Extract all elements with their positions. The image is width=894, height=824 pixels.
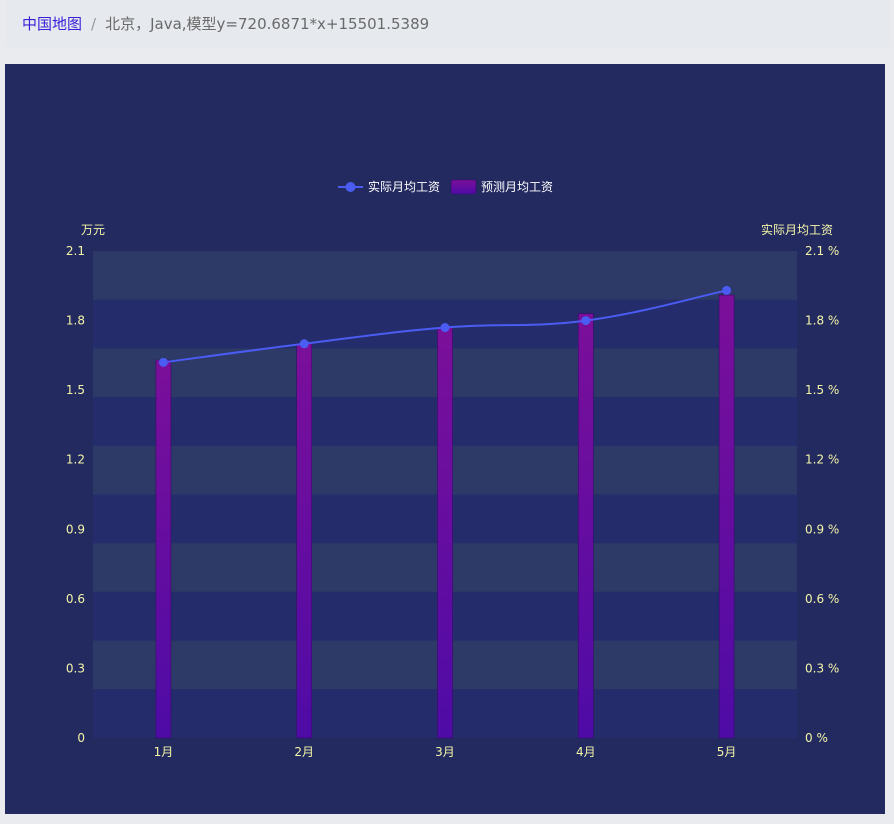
bar (577, 313, 594, 739)
left-axis-tick-label: 0 (77, 731, 85, 745)
right-axis-tick-label: 0.9 % (805, 522, 839, 536)
right-y-axis: 0 % 0.3 % 0.6 % 0.9 % 1.2 % 1.5 % 1.8 % 2.1 % (805, 244, 839, 745)
legend[interactable]: 实际月均工资 预测月均工资 (338, 179, 553, 195)
left-y-axis: 0 0.3 0.6 0.9 1.2 1.5 1.8 2.1 (66, 244, 85, 745)
x-axis-tick-label: 4月 (576, 745, 596, 759)
bar (718, 294, 735, 739)
right-axis-title: 实际月均工资 (761, 222, 833, 237)
x-axis-tick-label: 5月 (717, 745, 737, 759)
line-point (299, 339, 309, 349)
right-axis-tick-label: 1.8 % (805, 314, 839, 328)
legend-label: 实际月均工资 (368, 179, 440, 194)
bar-series (155, 294, 735, 739)
left-axis-tick-label: 1.2 (66, 453, 85, 467)
legend-line-marker-icon (345, 182, 356, 192)
right-axis-tick-label: 1.2 % (805, 453, 839, 467)
breadcrumb-current: 北京，Java,模型y=720.6871*x+15501.5389 (105, 15, 430, 33)
x-axis: 1月 2月 3月 4月 5月 (154, 745, 737, 759)
right-axis-tick-label: 2.1 % (805, 244, 839, 258)
line-point (158, 357, 168, 367)
bar (155, 359, 172, 739)
right-axis-tick-label: 0.3 % (805, 661, 839, 675)
left-axis-tick-label: 0.3 (66, 661, 85, 675)
line-series (158, 285, 732, 367)
left-axis-tick-label: 0.9 (66, 522, 85, 536)
x-axis-tick-label: 1月 (154, 745, 174, 759)
line-point (722, 285, 732, 295)
split-area-band (93, 251, 797, 300)
bar (296, 343, 313, 739)
bar (437, 327, 453, 739)
right-axis-tick-label: 1.5 % (805, 383, 839, 397)
right-axis-tick-label: 0 % (805, 731, 828, 745)
line-point (440, 323, 450, 333)
left-axis-tick-label: 1.5 (66, 383, 85, 397)
breadcrumb: 中国地图 / 北京，Java,模型y=720.6871*x+15501.5389 (5, 0, 891, 47)
left-axis-tick-label: 2.1 (66, 244, 85, 258)
left-axis-tick-label: 1.8 (66, 314, 85, 328)
x-axis-tick-label: 3月 (435, 745, 455, 759)
breadcrumb-home-link[interactable]: 中国地图 (22, 15, 83, 33)
left-axis-tick-label: 0.6 (66, 592, 85, 606)
chart-panel: 0 0.3 0.6 0.9 1.2 1.5 1.8 2.1 0 % 0.3 % 0.6 % 0.9 … (5, 64, 885, 814)
legend-label: 预测月均工资 (481, 180, 553, 194)
line-point (581, 316, 591, 326)
breadcrumb-separator: / (91, 14, 97, 33)
x-axis-tick-label: 2月 (294, 745, 314, 759)
legend-bar-icon (450, 179, 477, 195)
left-axis-title: 万元 (81, 223, 105, 237)
salary-chart: 0 0.3 0.6 0.9 1.2 1.5 1.8 2.1 0 % 0.3 % 0.6 % 0.9 … (66, 179, 839, 759)
right-axis-tick-label: 0.6 % (805, 592, 839, 606)
